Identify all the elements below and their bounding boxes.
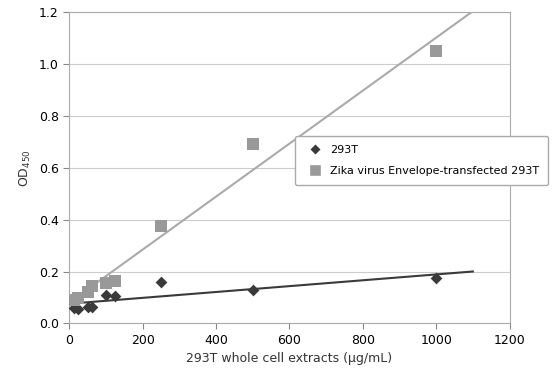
Point	[87, 283, 96, 289]
Point	[83, 304, 92, 310]
Point	[69, 297, 78, 303]
Legend: 293T, Zika virus Envelope-transfected 293T: 293T, Zika virus Envelope-transfected 29…	[295, 136, 548, 185]
X-axis label: 293T whole cell extracts (μg/mL): 293T whole cell extracts (μg/mL)	[186, 353, 392, 366]
Point	[83, 289, 92, 295]
Point	[74, 294, 83, 301]
Point	[248, 141, 257, 147]
Point	[101, 280, 110, 286]
Point	[101, 292, 110, 298]
Point	[157, 223, 165, 229]
Point	[432, 48, 440, 54]
Point	[87, 304, 96, 310]
Point	[111, 278, 120, 284]
Y-axis label: OD$_{\mathregular{450}}$: OD$_{\mathregular{450}}$	[18, 149, 33, 187]
Point	[157, 279, 165, 285]
Point	[74, 306, 83, 312]
Point	[248, 287, 257, 293]
Point	[432, 275, 440, 281]
Point	[69, 305, 78, 311]
Point	[111, 293, 120, 299]
